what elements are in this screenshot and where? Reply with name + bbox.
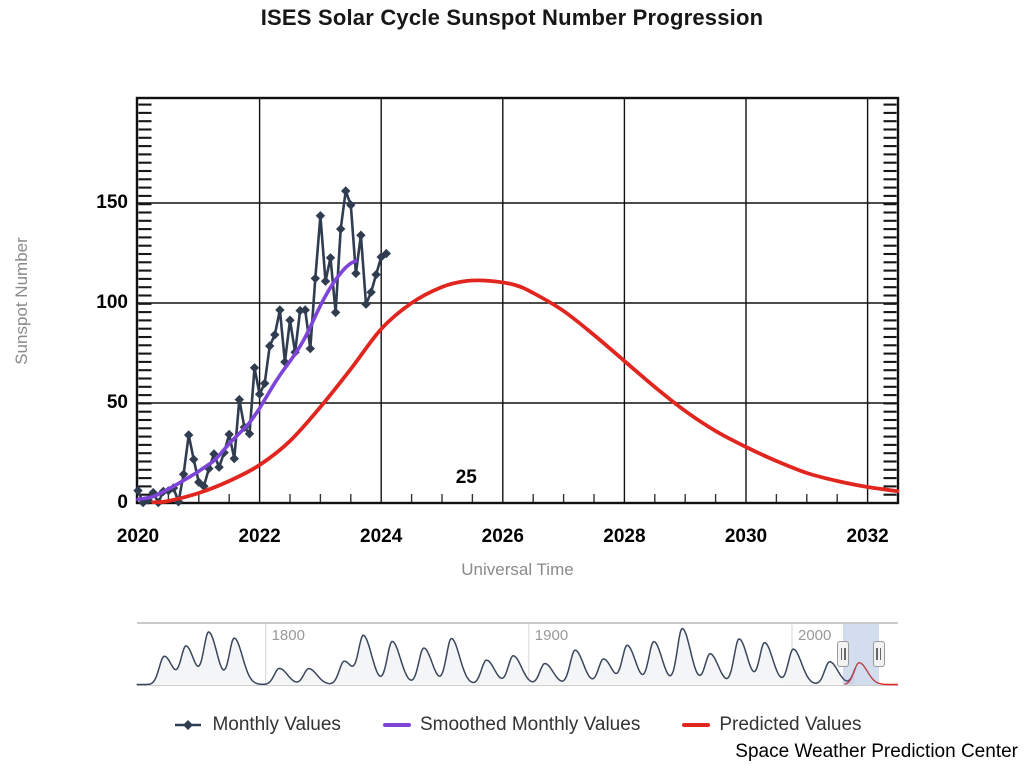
- monthly-data-point: [320, 276, 331, 286]
- monthly-data-point: [184, 430, 194, 440]
- y-axis-title: Sunspot Number: [12, 237, 31, 365]
- plot-area[interactable]: [137, 98, 898, 503]
- legend-item-predicted-values[interactable]: Predicted Values: [682, 714, 862, 736]
- y-axis-tick-label: 150: [96, 192, 128, 213]
- x-axis-tick-label: 2022: [238, 526, 281, 547]
- monthly-data-point: [336, 224, 346, 234]
- plot-border: [135, 96, 900, 505]
- y-axis-tick-label: 0: [117, 492, 128, 513]
- legend-label: Monthly Values: [212, 714, 341, 735]
- monthly-data-point: [260, 378, 270, 389]
- red-line-swatch-icon: [682, 723, 711, 727]
- monthly-data-point: [346, 200, 356, 210]
- y-axis-tick-label: 50: [106, 392, 128, 413]
- navigator-year-label: 2000: [798, 627, 832, 644]
- monthly-data-point: [330, 307, 341, 318]
- x-axis-tick-label: 2026: [481, 526, 524, 547]
- monthly-data-point: [371, 269, 381, 280]
- purple-line-swatch-icon: [382, 723, 411, 727]
- monthly-data-point: [361, 299, 371, 309]
- monthly-data-point: [381, 248, 391, 259]
- monthly-data-point: [265, 341, 275, 351]
- monthly-data-point: [310, 273, 320, 284]
- monthly-data-point: [254, 389, 265, 399]
- diamond-marker-icon: [175, 720, 202, 730]
- legend-label: Predicted Values: [719, 714, 862, 735]
- monthly-data-point: [224, 429, 234, 440]
- chart-legend: Monthly Values Smoothed Monthly Values P…: [137, 711, 898, 739]
- monthly-data-point: [189, 454, 199, 465]
- x-axis-tick-label: 2020: [116, 526, 160, 547]
- legend-item-monthly-values[interactable]: Monthly Values: [173, 714, 341, 736]
- monthly-data-point: [234, 394, 244, 405]
- predicted-series-line: [151, 278, 899, 504]
- monthly-data-point: [209, 449, 219, 459]
- navigator-handle-left[interactable]: [837, 641, 850, 667]
- monthly-data-point: [178, 469, 189, 479]
- monthly-data-point: [341, 186, 351, 196]
- monthly-data-point: [356, 230, 366, 240]
- navigator-observed-series: [136, 627, 856, 686]
- navigator-year-label: 1900: [534, 627, 569, 644]
- monthly-data-point: [214, 462, 224, 472]
- monthly-data-point: [199, 481, 209, 491]
- monthly-data-point: [305, 343, 315, 354]
- navigator-year-label: 1800: [271, 627, 305, 644]
- x-axis-tick-label: 2032: [846, 526, 889, 547]
- monthly-data-point: [300, 305, 310, 315]
- monthly-data-point: [244, 429, 255, 439]
- credit-text: Space Weather Prediction Center: [735, 741, 1018, 762]
- x-axis-tick-label: 2030: [724, 526, 768, 547]
- monthly-data-point: [249, 363, 260, 373]
- cycle-25-annotation: 25: [455, 467, 477, 488]
- monthly-data-point: [275, 305, 285, 315]
- y-axis-tick-label: 100: [96, 292, 128, 313]
- monthly-data-point: [285, 315, 295, 325]
- monthly-data-point: [133, 485, 143, 496]
- navigator-predicted-series: [844, 661, 898, 686]
- navigator-track[interactable]: [137, 623, 898, 686]
- monthly-data-point: [229, 453, 239, 464]
- smoothed-series-line: [136, 259, 358, 502]
- legend-item-smoothed-monthly-values[interactable]: Smoothed Monthly Values: [382, 714, 641, 736]
- monthly-data-point: [219, 447, 229, 458]
- x-axis-title: Universal Time: [461, 560, 574, 579]
- x-axis-tick-label: 2024: [360, 526, 403, 547]
- monthly-data-point: [204, 463, 214, 474]
- monthly-data-point: [351, 268, 361, 279]
- page-title: ISES Solar Cycle Sunspot Number Progress…: [260, 5, 764, 30]
- monthly-data-point: [270, 330, 280, 340]
- monthly-data-point: [315, 211, 326, 221]
- navigator-handle-right[interactable]: [872, 641, 885, 667]
- x-axis-tick-label: 2028: [603, 526, 646, 547]
- monthly-data-point: [325, 253, 336, 263]
- legend-label: Smoothed Monthly Values: [419, 714, 641, 735]
- monthly-data-point: [366, 287, 376, 297]
